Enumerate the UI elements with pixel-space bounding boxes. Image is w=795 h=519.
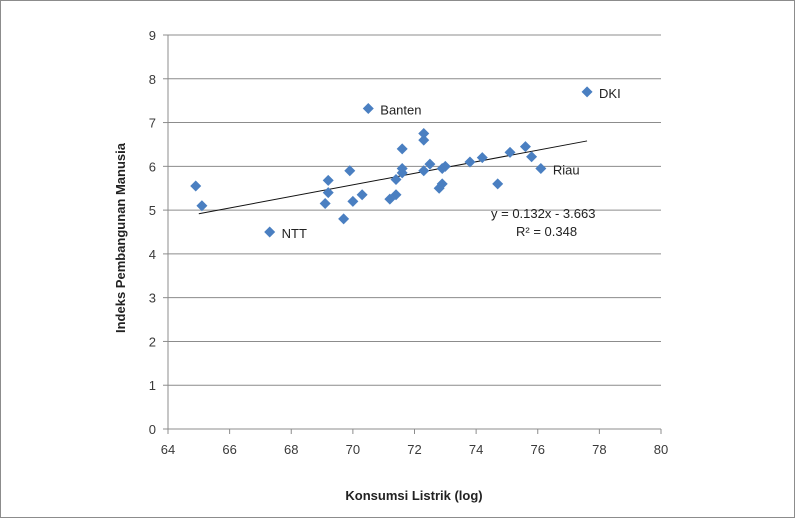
y-axis-title: Indeks Pembangunan Manusia: [113, 142, 128, 333]
data-point: [492, 178, 504, 190]
data-point: [464, 156, 476, 168]
y-tick-label: 4: [149, 247, 156, 262]
x-tick-label: 80: [654, 442, 668, 457]
data-point: [390, 189, 402, 201]
point-label-banten: Banten: [380, 103, 421, 118]
data-point: [424, 158, 436, 170]
point-label-ntt: NTT: [282, 226, 307, 241]
data-point: [439, 160, 451, 172]
data-point: [322, 174, 334, 186]
data-point: [526, 151, 538, 163]
data-point: [535, 163, 547, 175]
data-point: [396, 143, 408, 155]
point-label-dki: DKI: [599, 86, 621, 101]
x-axis-title: Konsumsi Listrik (log): [345, 488, 482, 503]
y-tick-label: 1: [149, 378, 156, 393]
data-point: [418, 128, 430, 139]
x-tick-label: 74: [469, 442, 483, 457]
y-tick-label: 6: [149, 159, 156, 174]
data-point: [476, 152, 488, 164]
x-tick-label: 64: [161, 442, 175, 457]
x-tick-label: 78: [592, 442, 606, 457]
x-tick-label: 70: [346, 442, 360, 457]
y-tick-label: 0: [149, 422, 156, 437]
data-points: [190, 86, 593, 238]
data-point: [264, 226, 276, 238]
x-tick-label: 76: [531, 442, 545, 457]
data-point: [322, 187, 334, 199]
gridlines: [168, 34, 661, 386]
data-point: [436, 178, 448, 190]
data-point: [418, 165, 430, 177]
trendline-equation: y = 0.132x - 3.663: [491, 206, 595, 221]
y-tick-label: 9: [149, 28, 156, 43]
data-point: [190, 180, 202, 192]
data-point: [196, 200, 208, 212]
data-point: [504, 146, 516, 158]
data-point: [344, 165, 356, 177]
data-point: [347, 195, 359, 207]
data-point: [319, 198, 331, 210]
y-tick-label: 8: [149, 72, 156, 87]
point-label-riau: Riau: [553, 163, 580, 178]
data-point: [519, 141, 531, 153]
y-tick-label: 5: [149, 203, 156, 218]
data-point: [418, 134, 430, 146]
x-tick-label: 72: [407, 442, 421, 457]
data-point: [356, 189, 368, 201]
y-tick-label: 7: [149, 116, 156, 131]
trendline-r-squared: R² = 0.348: [516, 224, 577, 239]
data-point: [390, 173, 402, 185]
data-point: [362, 103, 374, 115]
y-tick-label: 2: [149, 334, 156, 349]
data-point: [396, 163, 408, 175]
data-point: [581, 86, 593, 98]
x-tick-label: 68: [284, 442, 298, 457]
data-point: [338, 213, 350, 225]
x-tick-label: 66: [222, 442, 236, 457]
point-labels: NTT Banten Riau DKI: [282, 86, 621, 241]
y-tick-label: 3: [149, 291, 156, 306]
